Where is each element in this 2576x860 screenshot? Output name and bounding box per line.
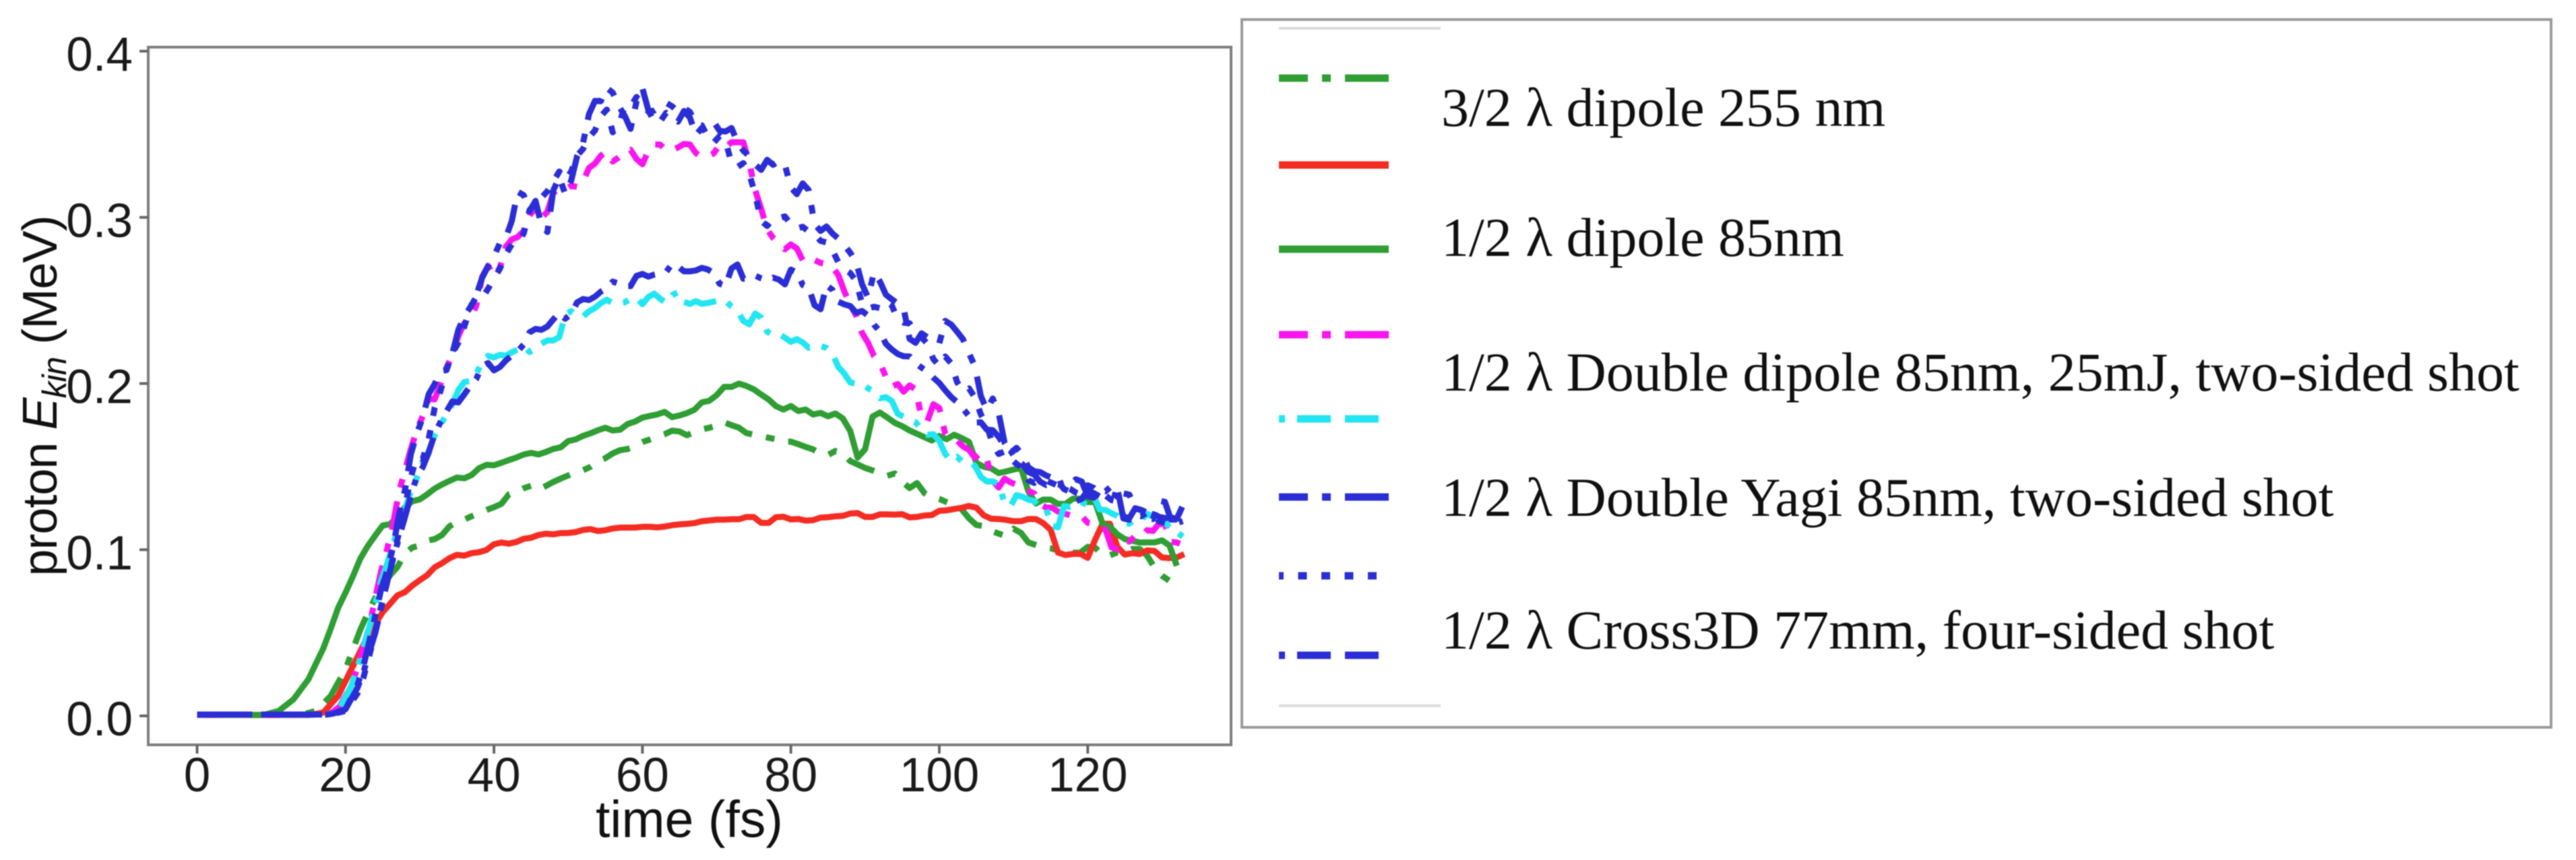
svg-text:0: 0 (184, 749, 211, 802)
svg-text:20: 20 (319, 749, 372, 802)
svg-text:1/2 λ Double Yagi 85nm, two-si: 1/2 λ Double Yagi 85nm, two-sided shot (1441, 467, 2334, 528)
svg-text:0.0: 0.0 (66, 693, 133, 746)
svg-text:0.3: 0.3 (66, 195, 133, 248)
svg-text:1/2 λ dipole 85nm: 1/2 λ dipole 85nm (1441, 207, 1844, 268)
svg-text:3/2 λ dipole 255 nm: 3/2 λ dipole 255 nm (1441, 77, 1885, 138)
svg-text:1/2 λ Cross3D 77mm, four-sided: 1/2 λ Cross3D 77mm, four-sided shot (1441, 599, 2274, 661)
svg-text:60: 60 (616, 749, 669, 802)
svg-text:0.1: 0.1 (66, 527, 133, 580)
svg-text:0.2: 0.2 (66, 361, 133, 414)
svg-text:0.4: 0.4 (66, 28, 133, 81)
svg-text:time (fs): time (fs) (596, 791, 783, 849)
svg-text:proton Ekin (MeV): proton Ekin (MeV) (13, 216, 73, 576)
svg-text:40: 40 (468, 749, 521, 802)
svg-text:120: 120 (1048, 749, 1127, 802)
svg-text:1/2 λ Double dipole 85nm, 25mJ: 1/2 λ Double dipole 85nm, 25mJ, two-side… (1441, 341, 2519, 403)
svg-text:100: 100 (900, 749, 979, 802)
svg-text:80: 80 (764, 749, 817, 802)
